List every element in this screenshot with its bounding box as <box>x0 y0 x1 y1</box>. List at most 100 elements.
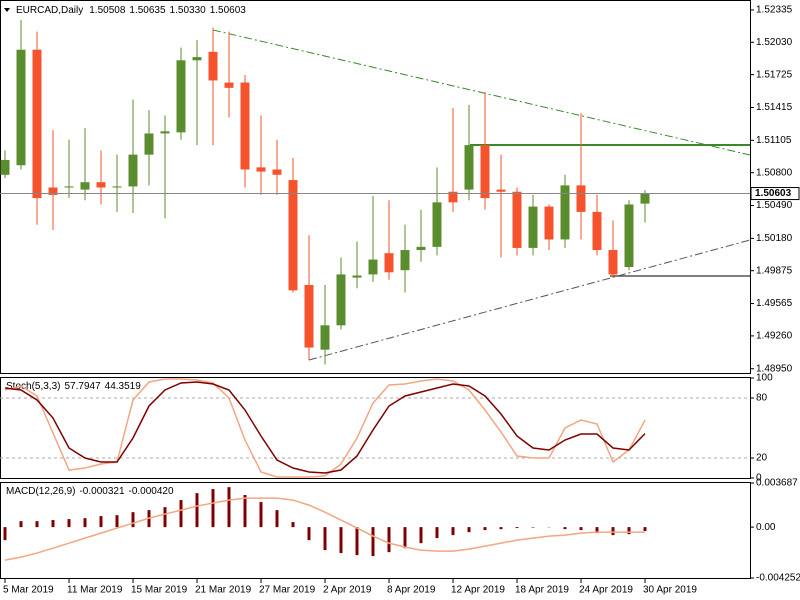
macd-bar <box>643 527 647 531</box>
y-tick-label: 100 <box>756 373 773 384</box>
close-value: 1.50603 <box>210 5 247 16</box>
upper-trendline <box>212 29 751 156</box>
macd-bar <box>467 527 471 533</box>
y-tick-label: 1.50180 <box>756 233 793 244</box>
candle-body <box>640 193 650 204</box>
macd-bar <box>83 518 87 528</box>
y-tick-label: 0 <box>756 473 762 484</box>
macd-bar <box>419 527 423 544</box>
macd-bar <box>483 527 487 531</box>
candle-body <box>416 246 426 251</box>
candle-body <box>240 82 250 170</box>
macd-value: -0.000321 <box>79 486 124 497</box>
signal-value: -0.000420 <box>129 486 174 497</box>
x-tick-label: 8 Apr 2019 <box>387 585 436 596</box>
candle-body <box>160 131 170 134</box>
macd-bar <box>355 527 359 556</box>
macd-bar <box>211 489 215 528</box>
candle-body <box>608 250 618 275</box>
stoch-line <box>4 381 646 474</box>
y-tick-label: 1.52335 <box>756 5 793 16</box>
candle-body <box>512 191 522 248</box>
low-value: 1.50330 <box>170 5 207 16</box>
macd-bar <box>387 527 391 553</box>
candle-body <box>224 82 234 88</box>
macd-bar <box>227 487 231 528</box>
candle-body <box>176 60 186 133</box>
candle-body <box>560 185 570 240</box>
candle-body <box>448 191 458 203</box>
macd-header: MACD(12,26,9) -0.000321 -0.000420 <box>6 486 174 497</box>
x-tick-label: 5 Mar 2019 <box>3 585 54 596</box>
candle-body <box>288 180 298 291</box>
x-tick-label: 30 Apr 2019 <box>643 585 697 596</box>
candle-body <box>384 253 394 273</box>
candle-body <box>16 49 26 166</box>
macd-bar <box>579 527 583 531</box>
x-tick-label: 24 Apr 2019 <box>579 585 633 596</box>
candle-body <box>48 187 58 195</box>
candle-body <box>400 250 410 271</box>
candle-body <box>192 57 202 61</box>
candle-body <box>144 133 154 155</box>
macd-bar <box>451 527 455 536</box>
y-tick-label: 20 <box>756 453 768 464</box>
macd-bar <box>99 516 103 528</box>
current-price-label: 1.50603 <box>755 188 792 199</box>
y-tick-label: 80 <box>756 393 768 404</box>
candle-body <box>112 186 122 188</box>
open-value: 1.50508 <box>89 5 126 16</box>
candle-body <box>528 206 538 248</box>
macd-bar <box>307 527 311 541</box>
macd-bar <box>499 527 503 530</box>
y-tick-label: -0.004252 <box>756 573 800 584</box>
macd-bar <box>51 520 55 528</box>
y-tick-label: 1.49260 <box>756 331 793 342</box>
x-tick-label: 12 Apr 2019 <box>451 585 505 596</box>
candle-body <box>592 211 602 251</box>
x-tick-label: 27 Mar 2019 <box>259 585 316 596</box>
candle-body <box>480 145 490 199</box>
candle-body <box>0 159 10 175</box>
x-tick-label: 11 Mar 2019 <box>67 585 123 596</box>
macd-bar <box>3 527 7 541</box>
candle-body <box>128 154 138 187</box>
y-tick-label: 1.49875 <box>756 265 793 276</box>
candle-body <box>304 285 314 348</box>
y-tick-label: 1.51105 <box>756 135 792 146</box>
candle-body <box>80 182 90 190</box>
stoch-title: Stoch(5,3,3) <box>6 381 60 392</box>
macd-bar <box>323 527 327 551</box>
macd-bar <box>115 515 119 528</box>
macd-bar <box>275 510 279 528</box>
symbol: EURCAD,Daily <box>16 5 83 16</box>
candle-body <box>96 182 106 188</box>
main-header: EURCAD,Daily 1.50508 1.50635 1.50330 1.50603 <box>16 5 246 16</box>
stoch-main-value: 57.7947 <box>64 381 101 392</box>
candle-body <box>208 51 218 81</box>
candle-body <box>352 275 362 278</box>
macd-bar <box>163 507 167 528</box>
macd-bar <box>35 521 39 528</box>
y-tick-label: 1.52030 <box>756 37 793 48</box>
candle-body <box>272 169 282 175</box>
signal-line <box>4 497 645 561</box>
stoch-header: Stoch(5,3,3) 57.7947 44.3519 <box>6 381 141 392</box>
menu-icon <box>4 8 10 12</box>
main-panel-border <box>0 0 751 374</box>
candle-body <box>496 189 506 192</box>
macd-title: MACD(12,26,9) <box>6 486 75 497</box>
candle-body <box>432 202 442 247</box>
candle-body <box>576 185 586 212</box>
x-tick-label: 15 Mar 2019 <box>131 585 188 596</box>
x-tick-label: 21 Mar 2019 <box>195 585 252 596</box>
y-tick-label: 1.50490 <box>756 200 793 211</box>
macd-bar <box>515 527 519 529</box>
candle-body <box>544 206 554 240</box>
candle-body <box>624 204 634 267</box>
macd-bar <box>611 527 615 536</box>
macd-bar <box>595 527 599 534</box>
stoch-signal-value: 44.3519 <box>105 381 142 392</box>
